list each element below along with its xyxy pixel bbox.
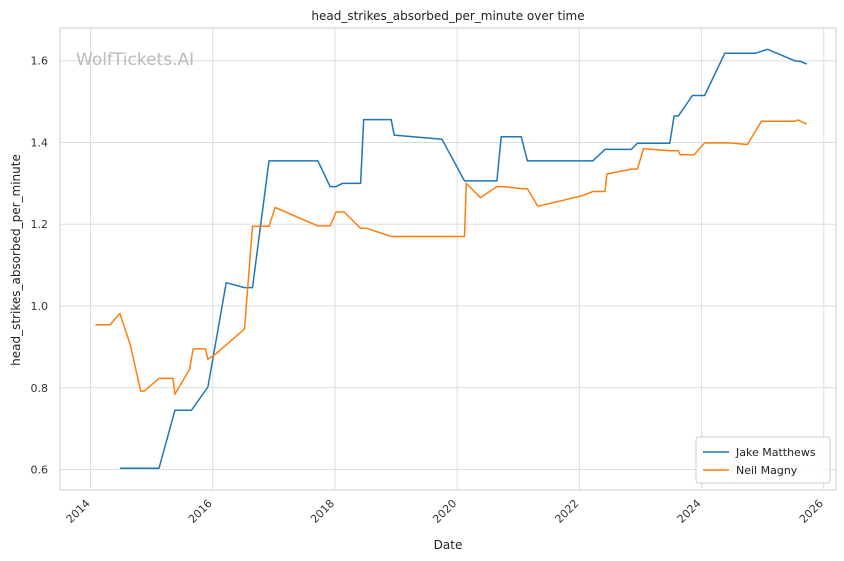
y-tick-label: 1.4: [31, 136, 49, 149]
x-tick-label: 2024: [675, 497, 704, 526]
x-tick-label: 2016: [186, 497, 215, 526]
plot-area: [59, 27, 837, 491]
y-tick-label: 0.8: [31, 382, 49, 395]
x-gridlines: [90, 28, 825, 490]
x-tick-label: 2014: [64, 497, 93, 526]
x-tick-label: 2020: [430, 497, 459, 526]
legend-box: [695, 436, 831, 484]
x-tick-labels: 2014 2016 2018 2020 2022 2024 2026: [64, 497, 826, 526]
y-tick-labels: 0.6 0.8 1.0 1.2 1.4 1.6: [31, 55, 49, 477]
legend-label-neil-magny: Neil Magny: [736, 464, 798, 477]
y-tick-label: 0.6: [31, 464, 49, 477]
legend-label-jake-matthews: Jake Matthews: [735, 446, 816, 459]
series-lines: [95, 48, 808, 470]
chart-title: head_strikes_absorbed_per_minute over ti…: [311, 9, 584, 23]
series-line-jake-matthews: [119, 48, 807, 470]
y-tick-label: 1.6: [31, 55, 49, 68]
y-tick-label: 1.0: [31, 300, 49, 313]
x-tick-label: 2026: [797, 497, 826, 526]
x-axis-label: Date: [434, 538, 463, 552]
series-line-neil-magny: [95, 119, 808, 396]
x-tick-label: 2022: [553, 497, 582, 526]
x-tick-label: 2018: [308, 497, 337, 526]
watermark: WolfTickets.AI: [76, 50, 194, 70]
y-axis-label: head_strikes_absorbed_per_minute: [9, 154, 23, 366]
y-tick-label: 1.2: [31, 218, 49, 231]
legend: Jake Matthews Neil Magny: [695, 436, 831, 484]
